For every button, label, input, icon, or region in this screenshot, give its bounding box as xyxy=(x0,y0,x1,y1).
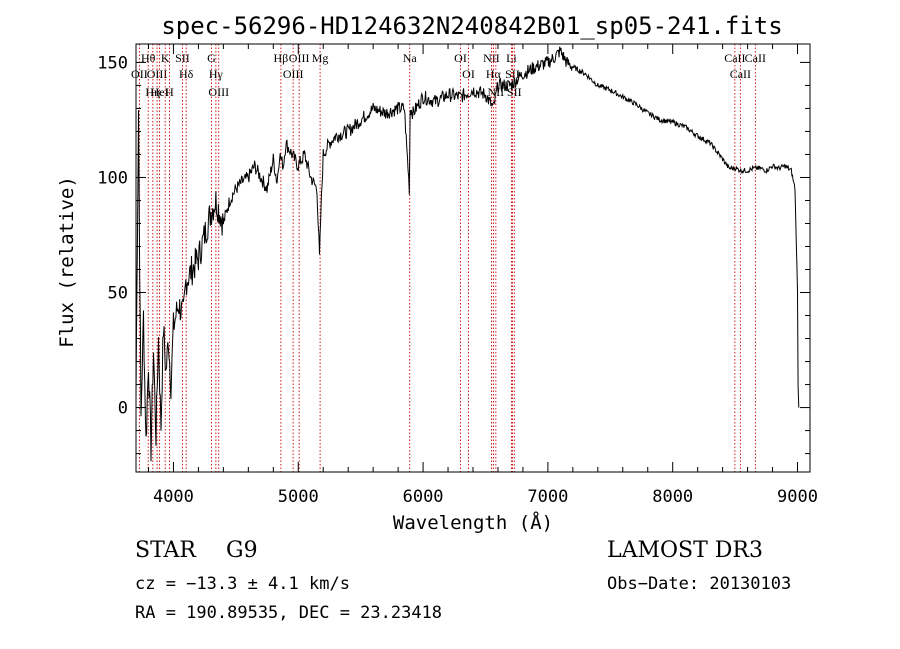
line-marker-label: Hδ xyxy=(179,67,194,81)
x-axis-label: Wavelength (Å) xyxy=(393,511,553,534)
spectrum-line xyxy=(135,46,800,462)
line-marker-label: Hγ xyxy=(209,67,224,81)
line-marker-label: SII xyxy=(175,51,190,65)
line-marker-label: HeI xyxy=(151,85,169,99)
line-marker-label: Hα xyxy=(486,67,502,81)
line-marker-label: Hη xyxy=(145,85,160,99)
line-marker-label: CaII xyxy=(745,51,766,65)
line-marker-label: OIII xyxy=(208,85,229,99)
line-marker-label: CaII xyxy=(730,67,751,81)
line-marker-label: G xyxy=(207,51,216,65)
line-marker-label: OI xyxy=(454,51,467,65)
x-tick-label: 9000 xyxy=(777,487,818,507)
line-marker-label: NII xyxy=(483,51,500,65)
x-tick-label: 5000 xyxy=(278,487,319,507)
x-tick-label: 6000 xyxy=(403,487,444,507)
y-tick-label: 0 xyxy=(118,399,128,419)
line-marker-label: OII xyxy=(131,67,148,81)
line-marker-label: Na xyxy=(403,51,418,65)
line-marker-label: Mg xyxy=(312,51,329,65)
line-marker-label: Hβ xyxy=(274,51,289,65)
x-tick-label: 7000 xyxy=(527,487,568,507)
line-marker-label: K xyxy=(161,51,170,65)
survey-name: LAMOST DR3 xyxy=(607,538,763,563)
line-marker-label: SII xyxy=(505,67,520,81)
line-marker-label: OIII xyxy=(283,67,304,81)
x-tick-label: 4000 xyxy=(153,487,194,507)
line-marker-label: Hθ xyxy=(141,51,156,65)
line-marker-label: OIII xyxy=(289,51,310,65)
coordinates: RA = 190.89535, DEC = 23.23418 xyxy=(135,603,443,623)
object-class: STAR xyxy=(135,538,196,563)
line-marker-label: Li xyxy=(506,51,517,65)
line-marker-label: OI xyxy=(462,67,475,81)
spectrum-series xyxy=(135,46,800,462)
y-tick-label: 50 xyxy=(108,284,128,304)
redshift-text: cz = −13.3 ± 4.1 km/s xyxy=(135,574,350,594)
axes: 4000 5000 6000 7000 8000 9000 0 50 100 150 xyxy=(97,44,818,507)
line-marker-label: CaII xyxy=(724,51,745,65)
x-tick-label: 8000 xyxy=(652,487,693,507)
line-marker-label: SII xyxy=(507,85,522,99)
line-marker-label: OIII xyxy=(147,67,168,81)
y-tick-label: 100 xyxy=(97,168,128,188)
plot-frame xyxy=(135,43,811,473)
obs-date: Obs−Date: 20130103 xyxy=(607,574,792,594)
y-tick-label: 150 xyxy=(97,53,128,73)
object-subclass: G9 xyxy=(226,538,258,563)
line-marker-label: H xyxy=(165,85,174,99)
chart-title: spec-56296-HD124632N240842B01_sp05-241.f… xyxy=(161,12,782,40)
y-axis-label: Flux (relative) xyxy=(56,176,78,348)
